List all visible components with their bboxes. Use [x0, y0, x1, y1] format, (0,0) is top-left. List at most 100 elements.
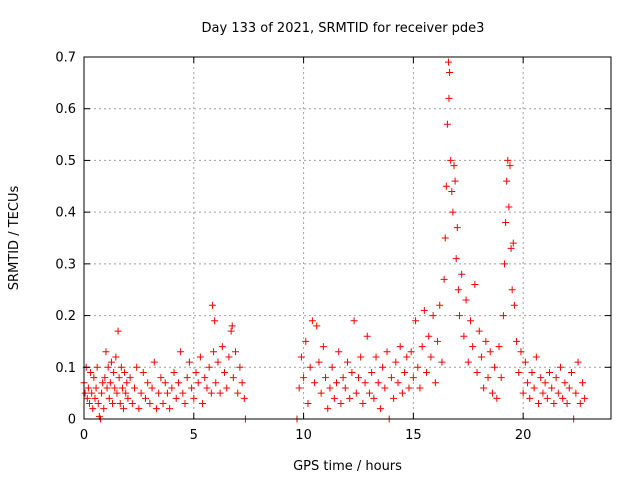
- data-point: [502, 218, 510, 226]
- x-tick-label: 15: [405, 428, 422, 443]
- data-point: [443, 120, 451, 128]
- x-tick-label: 10: [295, 428, 312, 443]
- data-point: [201, 374, 209, 382]
- data-point: [501, 260, 509, 268]
- data-point: [454, 286, 462, 294]
- data-point: [100, 405, 108, 413]
- data-points: [80, 58, 589, 423]
- y-tick-label: 0.2: [55, 309, 76, 324]
- data-point: [572, 389, 580, 397]
- data-point: [488, 389, 496, 397]
- x-axis-title: GPS time / hours: [293, 459, 402, 474]
- data-point: [199, 399, 207, 407]
- data-point: [194, 379, 202, 387]
- data-point: [211, 317, 219, 325]
- data-point: [546, 368, 554, 376]
- data-point: [509, 239, 517, 247]
- data-point: [85, 399, 93, 407]
- data-point: [214, 358, 222, 366]
- data-point: [322, 374, 330, 382]
- data-point: [181, 399, 189, 407]
- data-point: [101, 374, 109, 382]
- data-point: [109, 399, 117, 407]
- data-point: [174, 379, 182, 387]
- data-point: [556, 363, 564, 371]
- data-point: [370, 394, 378, 402]
- data-point: [390, 394, 398, 402]
- data-point: [118, 384, 126, 392]
- data-point: [166, 405, 174, 413]
- data-point: [423, 368, 431, 376]
- data-point: [326, 384, 334, 392]
- data-point: [548, 384, 556, 392]
- data-point: [170, 368, 178, 376]
- data-point: [223, 384, 231, 392]
- data-point: [477, 353, 485, 361]
- data-point: [491, 363, 499, 371]
- data-point: [442, 182, 450, 190]
- data-point: [205, 363, 213, 371]
- x-tick-label: 0: [80, 428, 88, 443]
- data-point: [240, 394, 248, 402]
- data-point: [141, 394, 149, 402]
- data-point: [116, 399, 124, 407]
- data-point: [172, 394, 180, 402]
- data-point: [420, 306, 428, 314]
- data-point: [403, 353, 411, 361]
- data-point: [111, 384, 119, 392]
- data-point: [106, 379, 114, 387]
- data-point: [232, 348, 240, 356]
- data-point: [446, 69, 454, 77]
- data-point: [458, 270, 466, 278]
- data-point: [150, 358, 158, 366]
- data-point: [506, 162, 514, 170]
- data-point: [448, 187, 456, 195]
- data-point: [89, 405, 97, 413]
- data-point: [563, 399, 571, 407]
- data-point: [313, 322, 321, 330]
- data-point: [350, 317, 358, 325]
- data-point: [521, 358, 529, 366]
- data-point: [473, 368, 481, 376]
- data-point: [565, 384, 573, 392]
- data-point: [139, 368, 147, 376]
- data-point: [535, 399, 543, 407]
- data-point: [93, 363, 101, 371]
- data-point: [81, 389, 89, 397]
- data-point: [218, 343, 226, 351]
- data-point: [120, 405, 128, 413]
- y-tick-label: 0.4: [55, 206, 76, 221]
- data-point: [392, 358, 400, 366]
- data-point: [333, 379, 341, 387]
- data-point: [122, 389, 130, 397]
- data-point: [398, 389, 406, 397]
- data-point: [513, 337, 521, 345]
- data-point: [530, 384, 538, 392]
- data-point: [339, 374, 347, 382]
- data-point: [578, 379, 586, 387]
- data-point: [462, 296, 470, 304]
- axis-ticks: [83, 56, 611, 420]
- data-point: [379, 363, 387, 371]
- data-point: [163, 389, 171, 397]
- y-axis-title: SRMTID / TECUs: [7, 186, 22, 291]
- data-point: [87, 368, 95, 376]
- data-point: [144, 379, 152, 387]
- data-point: [102, 348, 110, 356]
- data-point: [208, 301, 216, 309]
- data-point: [124, 394, 132, 402]
- data-point: [524, 379, 532, 387]
- data-point: [337, 399, 345, 407]
- data-point: [354, 374, 362, 382]
- tick-labels: 0 0.1 0.2 0.3 0.4 0.5 0.6 0.7 0 5 10 15 20: [55, 51, 531, 444]
- data-point: [123, 379, 131, 387]
- data-point: [541, 379, 549, 387]
- data-point: [304, 399, 312, 407]
- data-point: [210, 348, 218, 356]
- data-point: [576, 399, 584, 407]
- data-point: [146, 399, 154, 407]
- data-point: [177, 348, 185, 356]
- data-point: [131, 384, 139, 392]
- data-point: [365, 389, 373, 397]
- data-point: [196, 353, 204, 361]
